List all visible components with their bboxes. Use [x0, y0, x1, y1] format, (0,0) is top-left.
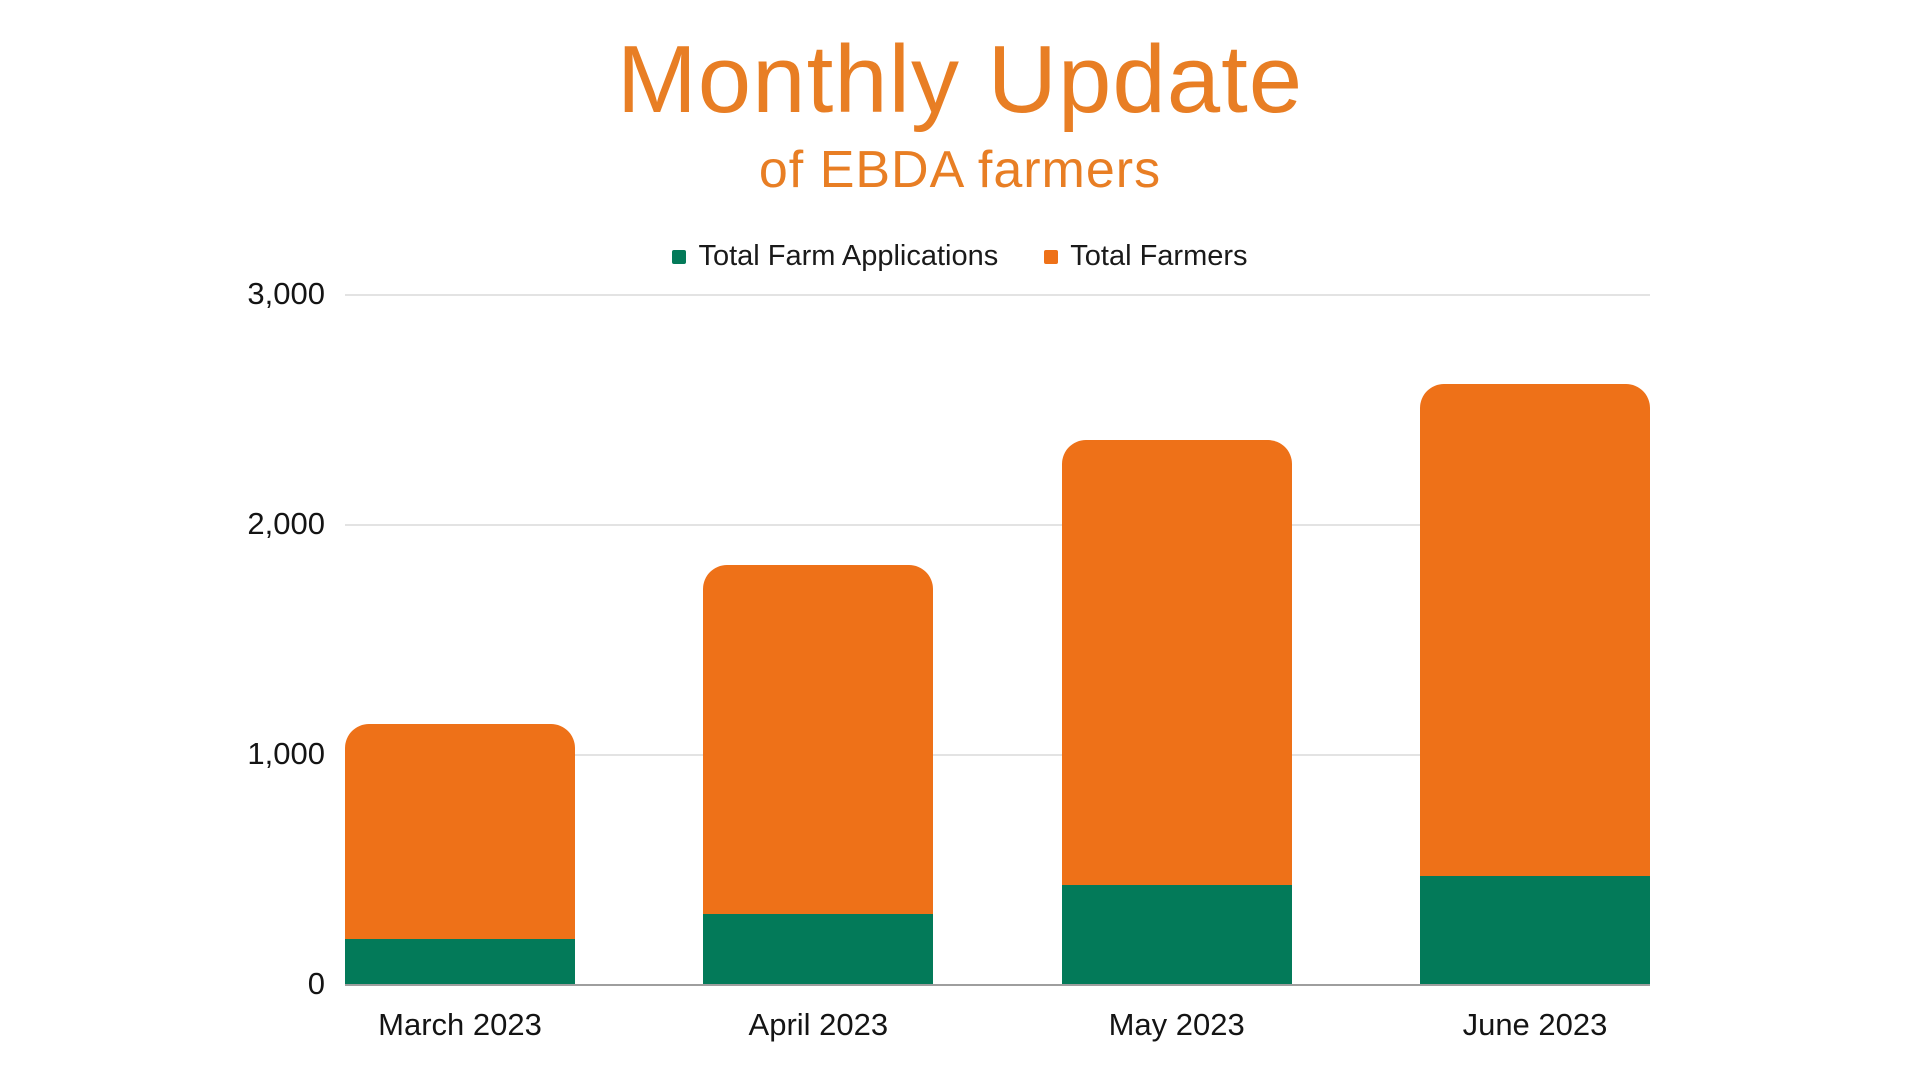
y-axis-label-3000: 3,000	[247, 276, 325, 311]
bar-segment-april-2023-total-farmers	[703, 565, 934, 914]
bar-april-2023	[703, 565, 934, 985]
y-axis-label-1000: 1,000	[247, 736, 325, 771]
gridline-1000	[345, 754, 1650, 756]
bar-segment-march-2023-total-farm-applications	[345, 939, 575, 985]
legend-item-total-farmers: Total Farmers	[1044, 240, 1248, 273]
bar-segment-may-2023-total-farmers	[1061, 439, 1292, 885]
x-axis-label-april-2023: April 2023	[748, 1007, 889, 1042]
bars-row	[345, 295, 1650, 985]
y-axis-label-0: 0	[307, 966, 325, 1001]
chart-title: Monthly Update	[616, 26, 1304, 133]
gridline-0	[345, 984, 1650, 986]
gridline-3000	[345, 294, 1650, 296]
bar-segment-june-2023-total-farm-applications	[1419, 875, 1650, 985]
legend-label: Total Farm Applications	[698, 240, 999, 272]
bar-segment-may-2023-total-farm-applications	[1061, 884, 1292, 985]
x-axis-label-march-2023: March 2023	[378, 1007, 542, 1042]
gridline-2000	[345, 524, 1650, 526]
legend-label: Total Farmers	[1070, 240, 1248, 272]
x-axis-label-june-2023: June 2023	[1462, 1007, 1608, 1042]
bar-segment-march-2023-total-farmers	[345, 723, 575, 939]
chart-header: Monthly Update of EBDA farmers	[0, 0, 1920, 200]
bar-segment-april-2023-total-farm-applications	[703, 913, 934, 985]
chart-area: 0 1,000 2,000 3,000 March 2023 April 2023 May …	[247, 276, 1650, 1042]
bar-march-2023	[345, 723, 575, 985]
y-axis-label-2000: 2,000	[247, 506, 325, 541]
bar-segment-june-2023-total-farmers	[1419, 383, 1650, 876]
x-axis-label-may-2023: May 2023	[1108, 1007, 1245, 1042]
legend: Total Farm Applications Total Farmers	[0, 240, 1920, 273]
bar-june-2023	[1419, 383, 1650, 985]
legend-swatch-icon	[672, 249, 687, 264]
bar-may-2023	[1061, 439, 1292, 985]
chart-subtitle: of EBDA farmers	[758, 140, 1162, 199]
legend-swatch-icon	[1044, 249, 1059, 264]
legend-item-total-farm-applications: Total Farm Applications	[672, 240, 998, 273]
x-axis-labels: March 2023 April 2023 May 2023 June 2023	[345, 1007, 1650, 1043]
